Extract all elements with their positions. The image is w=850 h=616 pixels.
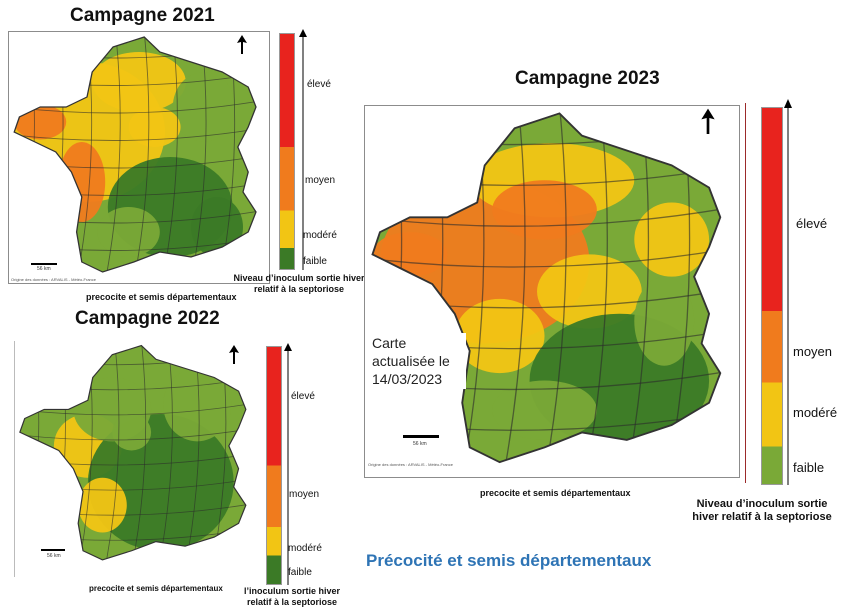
legend-label-eleve-2023: élevé [796, 216, 828, 231]
legend-label-moyen-2021: moyen [305, 175, 336, 186]
legend-label-modere-2023: modéré [793, 405, 838, 420]
legend-axis-arrow [282, 343, 294, 585]
north-arrow-icon [228, 345, 240, 370]
scale-bar-2022 [41, 549, 65, 551]
legend-axis-arrow [297, 29, 309, 270]
title-2023: Campagne 2023 [515, 68, 660, 89]
scale-label-2022: 56 km [47, 553, 61, 559]
legend-label-modere-2022: modéré [288, 543, 322, 554]
update-note-2023: Carte actualisée le 14/03/2023 [370, 333, 466, 389]
scale-bar-2021 [31, 263, 57, 265]
legend-label-eleve-2021: élevé [307, 79, 331, 90]
map-2023: 56 km Origine des données : ARVALIS - Mé… [364, 105, 740, 478]
scale-bar-2023 [403, 435, 439, 438]
legend-axis-arrow [781, 99, 795, 485]
legend-label-faible-2023: faible [793, 460, 825, 475]
legend-title-2023: Niveau d’inoculum sortie hiver relatif à… [692, 498, 832, 524]
legend-bar-2023 [761, 107, 783, 485]
title-2022: Campagne 2022 [75, 308, 220, 329]
legend-label-moyen-2023: moyen [793, 344, 833, 359]
map-2022: 56 km [14, 341, 257, 577]
map-credit-2023: Origine des données : ARVALIS - Météo-Fr… [368, 462, 454, 467]
legend-label-faible-2022: faible [288, 567, 312, 578]
map-credit-2021: Origine des données : ARVALIS - Météo-Fr… [11, 277, 97, 282]
legend-label-modere-2021: modéré [303, 230, 337, 241]
legend-label-eleve-2022: élevé [291, 391, 315, 402]
scale-label-2021: 56 km [37, 266, 51, 272]
map-caption-2021: precocite et semis départementaux [86, 292, 237, 302]
legend-title-2021: Niveau d’inoculum sortie hiver relatif à… [233, 273, 365, 294]
north-arrow-icon [700, 108, 716, 141]
legend-label-moyen-2022: moyen [289, 489, 320, 500]
map-caption-2022: precocite et semis départementaux [89, 584, 223, 593]
footer-title: Précocité et semis départementaux [366, 551, 652, 570]
legend-bar-2021 [279, 33, 295, 270]
legend-label-faible-2021: faible [303, 256, 327, 267]
legend-bar-2022 [266, 346, 282, 585]
map-caption-2023: precocite et semis départementaux [480, 488, 631, 498]
legend-title-2022: l’inoculum sortie hiver relatif à la sep… [243, 586, 341, 607]
map-2023-right-rule [745, 103, 746, 483]
north-arrow-icon [236, 35, 248, 58]
map-2021: 56 km Origine des données : ARVALIS - Mé… [8, 31, 270, 284]
title-2021: Campagne 2021 [70, 5, 215, 26]
scale-label-2023: 56 km [413, 441, 427, 447]
